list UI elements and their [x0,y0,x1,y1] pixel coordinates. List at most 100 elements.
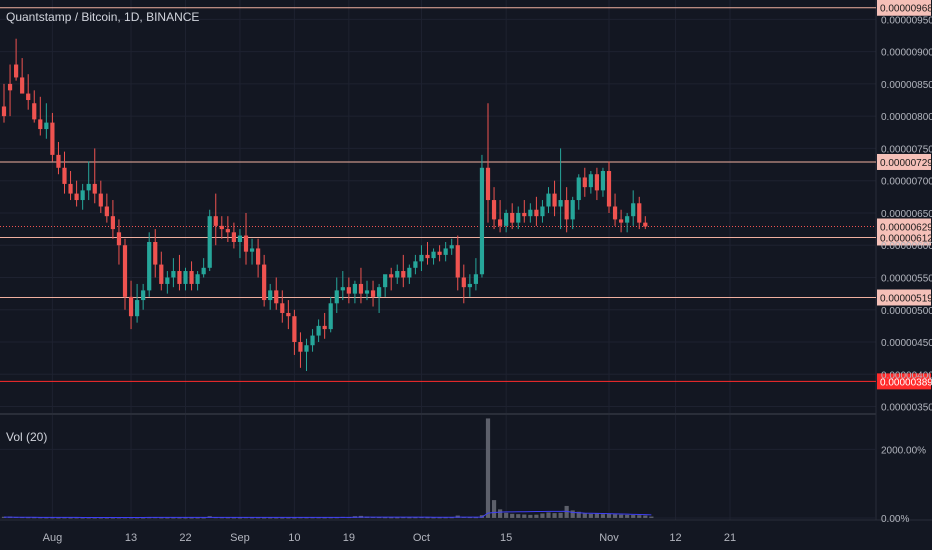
volume-bar [201,517,206,519]
volume-bar [401,517,406,519]
y-tick-label: 0.00000950 [881,15,932,26]
candle-body [80,190,85,201]
volume-bar [183,517,188,519]
level-price-label: 0.00000968 [880,4,932,15]
candle-body [195,274,200,284]
volume-bar [612,514,618,518]
candle-body [443,248,448,255]
volume-bar [558,512,563,518]
x-tick-label: 19 [343,532,355,544]
candle-body [431,251,436,259]
candle-body [68,183,73,194]
volume-bar [44,517,49,519]
candle-body [316,325,321,336]
candle-body [104,206,109,217]
candle-body [389,274,394,278]
volume-bar [104,517,109,519]
volume-bar [619,514,624,518]
volume-bar [564,505,569,518]
candle-body [50,122,55,155]
volume-bar [86,517,91,519]
y-tick-label: 0.00000450 [881,338,932,349]
candle-body [219,225,224,230]
candle-body [56,154,61,168]
axes: 0.00000350 0.00000400 0.00000450 0.00000500… [43,15,932,544]
candle-body [141,290,146,301]
x-tick-label: 22 [179,532,191,544]
volume-bar [80,517,85,519]
candle-body [467,283,472,288]
volume-bar [50,517,55,519]
volume-bar [292,517,297,519]
candle-body [147,241,152,291]
chart-title: Quantstamp / Bitcoin, 1D, BINANCE [6,10,200,24]
level-price-label: 0.00000612 [880,233,932,244]
candle-body [177,271,182,284]
x-tick-label: Nov [599,532,619,544]
candle-body [7,83,13,91]
candle-body [625,216,630,223]
candle-body [364,290,370,294]
candle-body [540,206,545,217]
volume-bar [165,517,170,519]
volume-bar [637,515,642,518]
volume-bar [528,514,533,518]
volume-bar [552,513,557,518]
level-price-label: 0.00000729 [880,158,932,169]
candle-body [498,219,503,226]
y-tick-label: 0.00000800 [881,112,932,123]
candle-body [606,171,612,207]
volume-bar [625,514,630,518]
y-tick-label: 0.00000350 [881,403,932,414]
candle-body [32,103,37,120]
vol-tick-label: 0.00% [881,514,909,525]
candle-body [485,167,491,201]
volume-bar [383,517,388,519]
candle-body [171,271,176,278]
candle-body [183,271,188,284]
volume-bar [594,513,599,518]
candle-body [116,232,122,246]
volume-bar [249,517,255,519]
candle-body [280,303,285,313]
candle-body [189,271,194,284]
volume-bar [522,514,527,518]
candle-body [558,200,563,207]
candle-body [383,274,388,288]
candle-body [74,193,79,201]
candle-body [504,212,509,226]
volume-bar [268,517,273,519]
volume-bar [491,500,497,518]
volume-bar [600,514,606,518]
volume-bar [437,517,442,519]
volume-bar [74,517,79,519]
x-tick-label: 15 [500,532,512,544]
volume-bar [237,517,243,519]
level-price-label: 0.00000389 [880,377,932,388]
candle-body [552,193,557,207]
y-tick-label: 0.00000600 [881,241,932,252]
candle-body [20,77,25,94]
horizontal-levels[interactable]: 0.00000968 0.00000729 0.00000612 0.00000519… [0,0,932,390]
candle-body [588,174,593,188]
volume-bar [534,514,539,518]
volume-bar [256,517,261,519]
x-tick-label: 13 [125,532,137,544]
volume-ma-line [4,510,652,518]
volume-bar [98,517,103,519]
candle-body [213,216,218,226]
candle-body [491,200,497,220]
candle-body [334,290,339,304]
candle-body [516,212,521,223]
volume-bar [92,517,97,519]
y-tick-label: 0.00000750 [881,144,932,155]
candle-body [346,287,351,294]
volume-bar [606,513,612,518]
candle-body [298,342,303,352]
candle-body [377,287,382,297]
candle-body [395,271,400,278]
vol-tick-label: 2000.00% [881,445,926,456]
candle-body [201,267,206,275]
candle-body [358,283,364,294]
